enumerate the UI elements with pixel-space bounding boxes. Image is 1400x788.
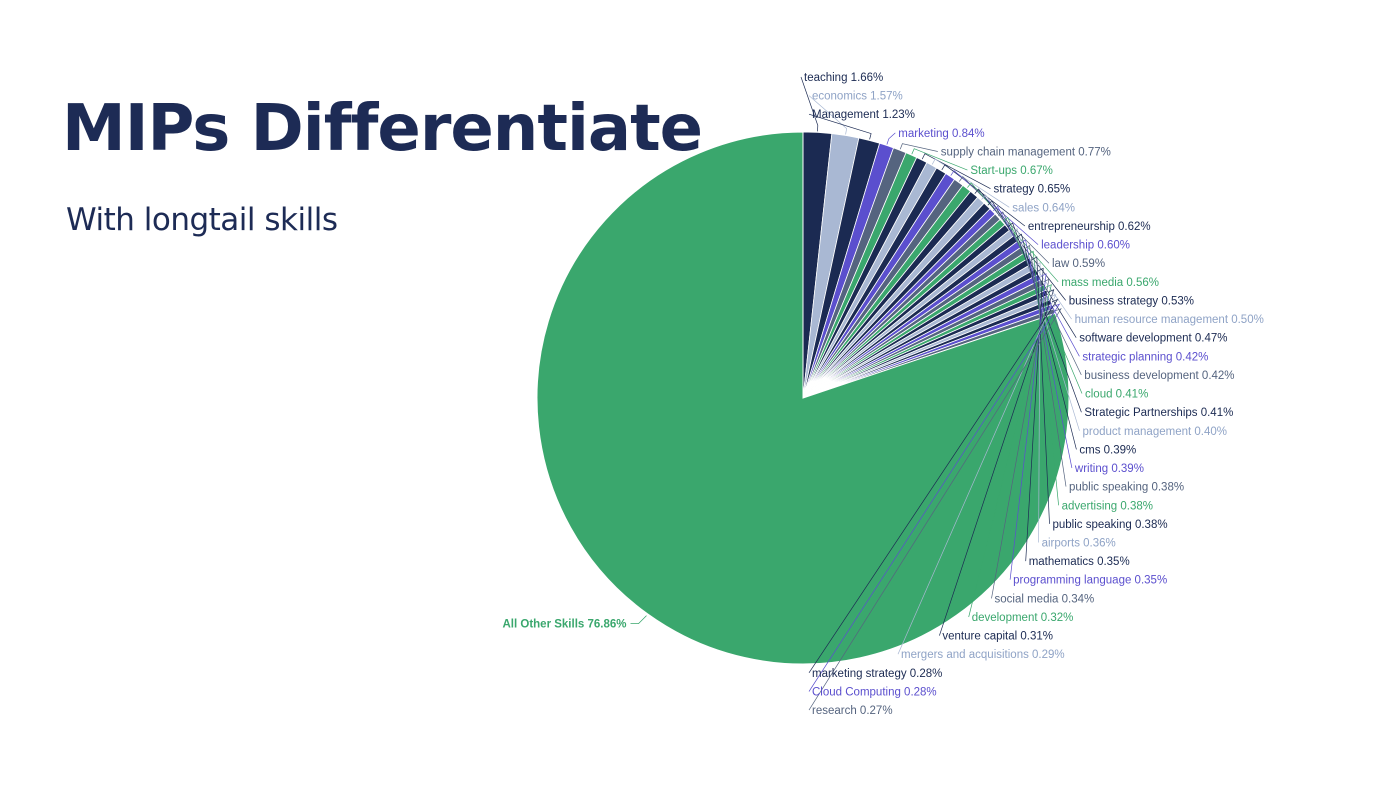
leader-line-writing-21: [1020, 239, 1073, 469]
slice-label-mathematics-26: mathematics 0.35%: [1029, 556, 1130, 568]
slice-label-other: All Other Skills 76.86%: [502, 619, 626, 631]
slice-label-business-development-16: business development 0.42%: [1084, 370, 1234, 382]
slice-label-development-29: development 0.32%: [972, 612, 1074, 624]
slice-label-public-speaking-24: public speaking 0.38%: [1053, 519, 1168, 531]
leader-line-programming-language-27: [1009, 273, 1047, 580]
leader-line-teaching-0: [800, 76, 819, 132]
slice-label-venture-capital-30: venture capital 0.31%: [942, 631, 1053, 643]
slice-label-strategic-planning-15: strategic planning 0.42%: [1082, 351, 1208, 363]
slice-label-economics-1: economics 1.57%: [812, 91, 903, 103]
leader-line-marketing-strategy-32: [808, 298, 1059, 673]
leader-line-mergers-and-acquisitions-31: [897, 294, 1057, 655]
slice-label-entrepreneurship-8: entrepreneurship 0.62%: [1028, 221, 1151, 233]
slice-label-management-2: Management 1.23%: [812, 109, 915, 121]
page-title: MIPs Differentiate: [62, 92, 703, 166]
slice-label-advertising-23: advertising 0.38%: [1062, 500, 1153, 512]
slice-label-marketing-3: marketing 0.84%: [898, 128, 984, 140]
leader-line-law-10: [959, 176, 1050, 264]
slice-label-mass-media-11: mass media 0.56%: [1061, 277, 1159, 289]
leader-line-business-development-16: [998, 211, 1082, 376]
leader-line-airports-25: [1034, 262, 1041, 543]
slice-label-public-speaking-22: public speaking 0.38%: [1069, 482, 1184, 494]
pie-slices: [536, 131, 1070, 665]
leader-line-strategic-planning-15: [993, 205, 1080, 357]
slice-label-writing-21: writing 0.39%: [1074, 463, 1144, 475]
leader-line-leadership-9: [950, 170, 1039, 245]
leader-line-development-29: [968, 284, 1052, 618]
leader-line-economics-1: [808, 95, 847, 135]
slice-label-marketing-strategy-32: marketing strategy 0.28%: [812, 668, 942, 680]
leader-line-mathematics-26: [1025, 267, 1044, 562]
slice-label-start-ups-5: Start-ups 0.67%: [970, 165, 1052, 177]
slice-label-social-media-28: social media 0.34%: [995, 593, 1095, 605]
slice-label-airports-25: airports 0.36%: [1042, 538, 1116, 550]
leader-line-mass-media-11: [967, 182, 1059, 283]
slice-label-cms-20: cms 0.39%: [1079, 444, 1136, 456]
slice-label-programming-language-27: programming language 0.35%: [1013, 575, 1167, 587]
page-subtitle: With longtail skills: [66, 202, 338, 238]
leader-line-business-strategy-12: [974, 188, 1066, 301]
leader-line-entrepreneurship-8: [941, 164, 1026, 227]
leader-line-public-speaking-22: [1024, 244, 1067, 487]
slice-label-human-resource-management-13: human resource management 0.50%: [1075, 314, 1264, 326]
slice-label-strategic-partnerships-18: Strategic Partnerships 0.41%: [1084, 407, 1233, 419]
slice-label-strategy-6: strategy 0.65%: [994, 184, 1071, 196]
leader-lines: [630, 76, 1083, 711]
slice-label-business-strategy-12: business strategy 0.53%: [1069, 295, 1194, 307]
leader-line-public-speaking-24: [1031, 256, 1050, 524]
slice-label-law-10: law 0.59%: [1052, 258, 1105, 270]
leader-line-start-ups-5: [911, 148, 968, 171]
leader-line-social-media-28: [991, 278, 1050, 599]
slice-labels: teaching 1.66% economics 1.57% Management …: [502, 72, 1263, 717]
slice-label-product-management-19: product management 0.40%: [1083, 426, 1227, 438]
leader-line-research-34: [808, 308, 1062, 711]
leader-line-other: [630, 615, 647, 624]
leader-line-strategy-6: [921, 153, 991, 190]
leader-line-strategic-partnerships-18: [1007, 222, 1082, 413]
leader-line-sales-7: [931, 158, 1010, 208]
leader-line-venture-capital-30: [939, 289, 1055, 636]
leader-line-marketing-3: [886, 132, 896, 145]
slice-label-mergers-and-acquisitions-31: mergers and acquisitions 0.29%: [901, 649, 1065, 661]
slice-label-research-34: research 0.27%: [812, 705, 893, 717]
leader-line-cloud-computing-33: [808, 303, 1061, 692]
slice-label-software-development-14: software development 0.47%: [1079, 333, 1227, 345]
leader-line-product-management-19: [1012, 228, 1080, 431]
leader-line-management-2: [808, 113, 872, 140]
leader-line-cms-20: [1016, 233, 1077, 450]
slice-label-cloud-computing-33: Cloud Computing 0.28%: [812, 687, 937, 699]
leader-line-supply-chain-management-4: [899, 143, 938, 152]
slice-label-cloud-17: cloud 0.41%: [1085, 389, 1148, 401]
leader-line-advertising-23: [1027, 250, 1059, 506]
pie-slice-all-other-skills-35: [536, 131, 1070, 665]
slice-label-sales-7: sales 0.64%: [1012, 202, 1075, 214]
slice-label-teaching-0: teaching 1.66%: [804, 72, 883, 84]
slice-label-supply-chain-management-4: supply chain management 0.77%: [941, 147, 1111, 159]
slice-label-leadership-9: leadership 0.60%: [1041, 240, 1130, 252]
leader-line-cloud-17: [1003, 216, 1083, 394]
